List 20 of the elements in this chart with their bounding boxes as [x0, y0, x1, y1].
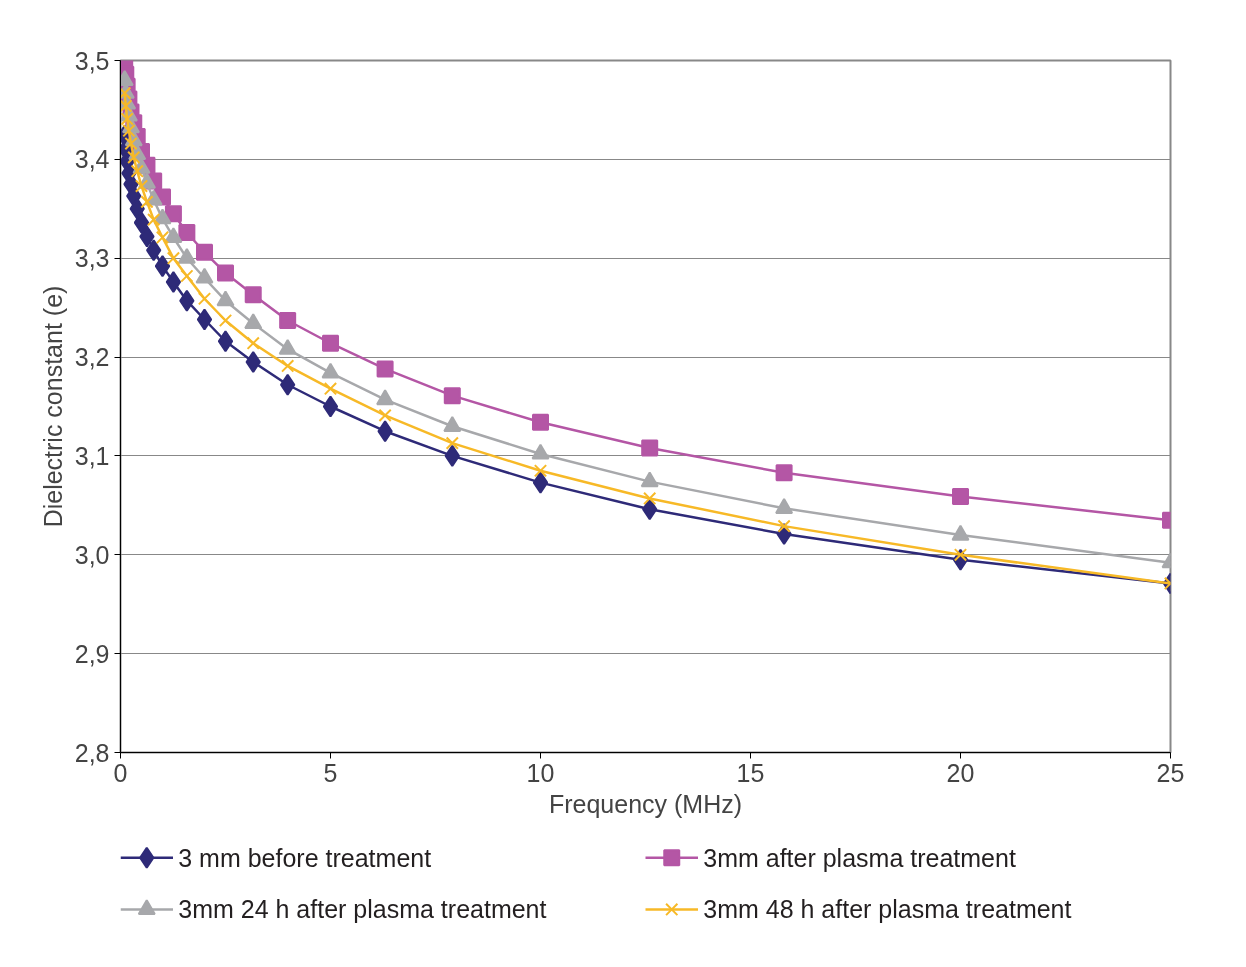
legend-label: 3 mm before treatment — [178, 843, 432, 872]
x-axis-title: Frequency (MHz) — [548, 789, 743, 818]
y-tick-label: 3,4 — [74, 145, 110, 174]
y-tick-label: 3,5 — [74, 46, 110, 75]
legend-label: 3mm 24 h after plasma treatment — [178, 895, 547, 924]
x-tick-label: 10 — [526, 758, 555, 787]
y-tick-label: 2,8 — [74, 738, 110, 767]
legend-label: 3mm 48 h after plasma treatment — [703, 895, 1072, 924]
x-tick-label: 15 — [736, 758, 765, 787]
x-tick-label: 5 — [323, 758, 338, 787]
y-tick-label: 3,1 — [74, 441, 110, 470]
y-tick-label: 3,3 — [74, 244, 110, 273]
y-tick-label: 3,2 — [74, 343, 110, 372]
y-tick-label: 2,9 — [74, 639, 110, 668]
x-tick-label: 0 — [113, 758, 128, 787]
y-tick-label: 3,0 — [74, 540, 110, 569]
y-axis-title: Dielectric constant (e) — [38, 285, 67, 528]
x-tick-label: 20 — [946, 758, 975, 787]
x-tick-label: 25 — [1156, 758, 1185, 787]
legend-label: 3mm after plasma treatment — [703, 843, 1016, 872]
